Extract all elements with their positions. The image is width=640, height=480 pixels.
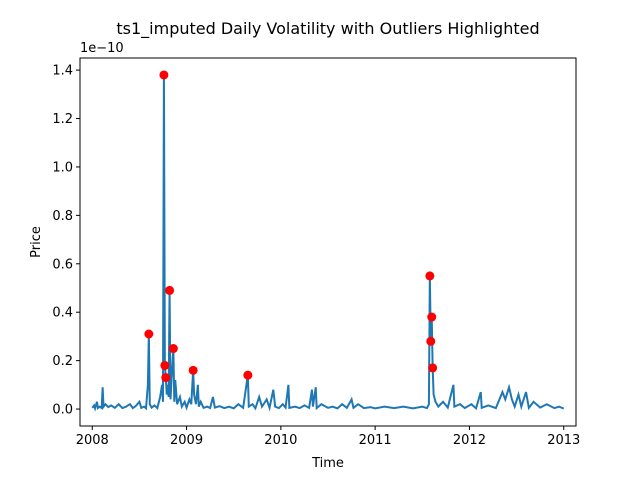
y-tick-label: 0.0: [52, 403, 73, 418]
x-tick-label: 2013: [547, 433, 580, 448]
outlier-point: [188, 365, 198, 375]
y-tick-label: 0.4: [52, 306, 73, 321]
series-line: [91, 74, 565, 412]
y-axis: 0.0 0.2 0.4 0.6 0.8 1.0 1.2 1.4: [52, 64, 80, 418]
x-axis: 2008 2009 2010 2011 2012 2013: [76, 426, 580, 448]
y-axis-label: Price: [29, 226, 44, 258]
outlier-point: [168, 344, 178, 354]
y-tick-label: 1.2: [52, 112, 73, 127]
x-tick-label: 2011: [359, 433, 392, 448]
outlier-points: [144, 70, 438, 383]
y-tick-label: 0.2: [52, 354, 73, 369]
y-tick-label: 1.0: [52, 160, 73, 175]
y-tick-label: 0.8: [52, 209, 73, 224]
x-tick-label: 2012: [453, 433, 486, 448]
outlier-point: [426, 336, 436, 346]
plot-area: 2008 2009 2010 2011 2012 2013 0.0 0.2 0.4 0.6 0.8…: [52, 57, 580, 448]
x-tick-label: 2008: [76, 433, 109, 448]
x-tick-label: 2009: [170, 433, 203, 448]
outlier-point: [165, 285, 175, 295]
chart-title: ts1_imputed Daily Volatility with Outlie…: [116, 19, 539, 39]
plot-frame: [79, 57, 577, 427]
outlier-point: [428, 363, 438, 373]
outlier-point: [425, 271, 435, 281]
y-offset-label: 1e−10: [80, 41, 124, 56]
outlier-point: [161, 373, 171, 383]
outlier-point: [160, 360, 170, 370]
outlier-point: [243, 370, 253, 380]
outlier-point: [427, 312, 437, 322]
y-tick-label: 1.4: [52, 64, 73, 79]
x-tick-label: 2010: [264, 433, 297, 448]
y-tick-label: 0.6: [52, 257, 73, 272]
outlier-point: [144, 329, 154, 339]
x-axis-label: Time: [311, 456, 344, 471]
outlier-point: [159, 70, 169, 80]
